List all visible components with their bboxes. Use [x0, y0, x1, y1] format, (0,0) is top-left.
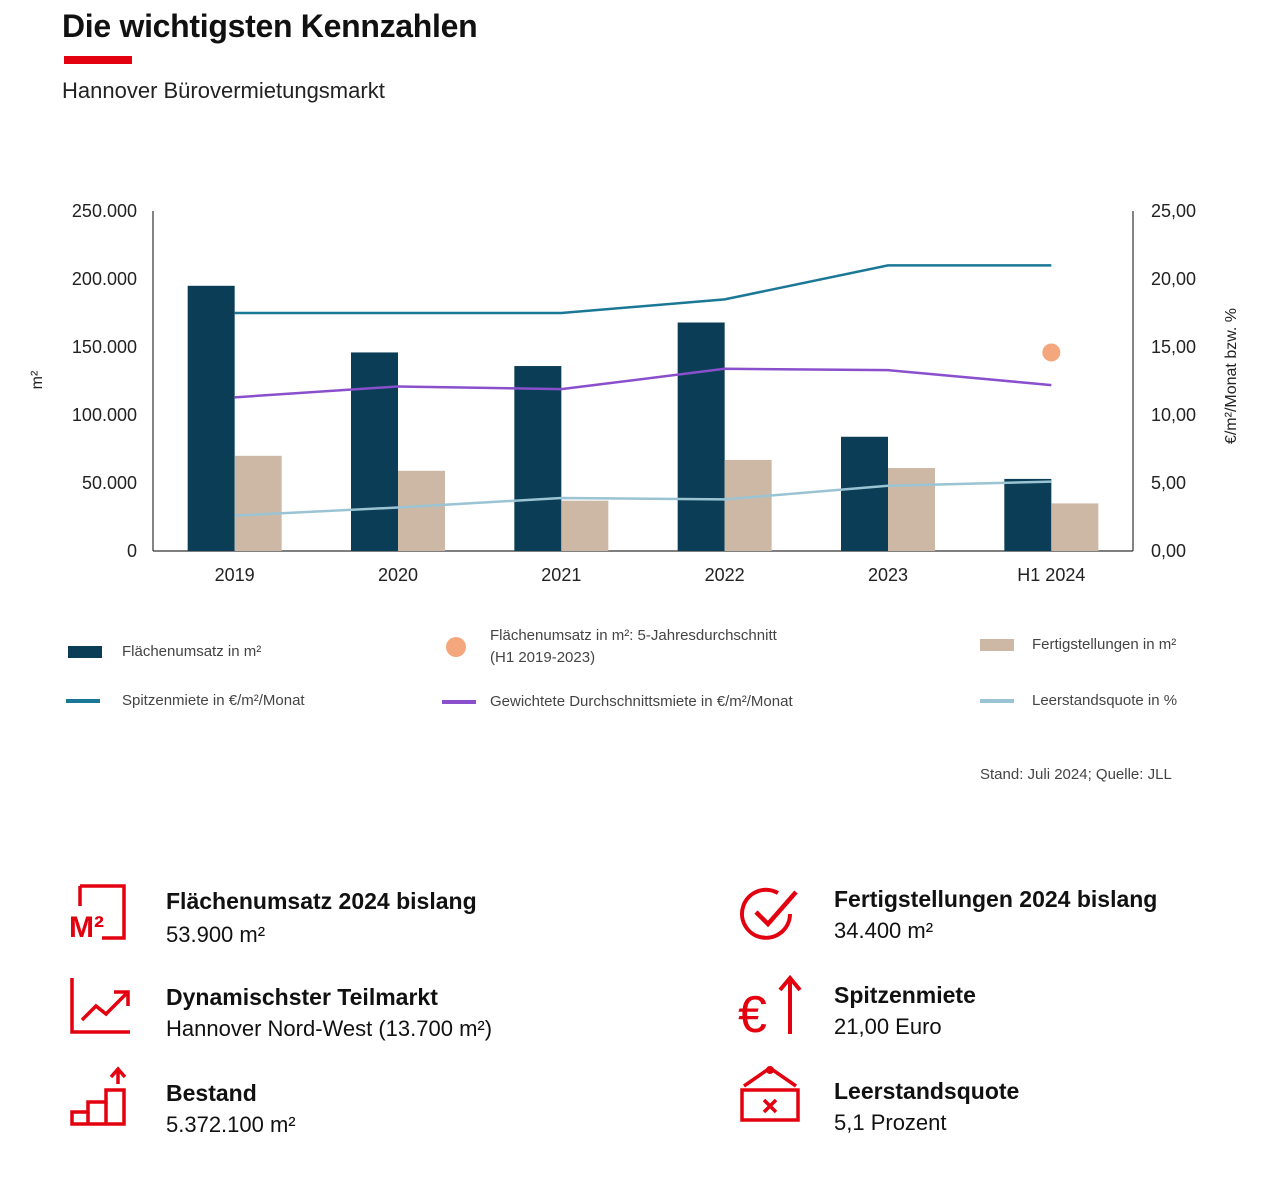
bar-fertigstellungen	[724, 459, 772, 551]
kpi-label-fertigstellungen: Fertigstellungen 2024 bislang	[834, 886, 1158, 912]
check-circle-icon	[740, 887, 798, 940]
svg-text:€: €	[738, 986, 767, 1038]
legend-swatch-leerstand	[980, 699, 1014, 703]
legend-label-durchschnittsmiete: Gewichtete Durchschnittsmiete in €/m²/Mo…	[490, 693, 793, 710]
y-left-tick-label: 50.000	[82, 473, 137, 493]
bar-flaechenumsatz	[1004, 478, 1052, 551]
bar-flaechenumsatz	[841, 436, 888, 551]
y-right-tick-label: 10,00	[1151, 405, 1196, 425]
bar-fertigstellungen	[1051, 503, 1099, 551]
kpi-label-flaechenumsatz: Flächenumsatz 2024 bislang	[166, 888, 477, 914]
page-title: Die wichtigsten Kennzahlen	[62, 8, 478, 44]
x-tick-label: H1 2024	[1017, 565, 1085, 585]
legend-label-durchschnitt-period: (H1 2019-2023)	[490, 649, 596, 666]
legend-item-spitzenmiete: Spitzenmiete in €/m²/Monat	[66, 690, 305, 712]
kpi-value-bestand: 5.372.100 m²	[166, 1112, 296, 1137]
legend-item-flaechenumsatz: Flächenumsatz in m²	[68, 641, 261, 663]
x-tick-label: 2019	[215, 565, 255, 585]
line-durchschnittsmiete	[234, 367, 1052, 399]
stairs-up-icon	[70, 1066, 127, 1126]
page-subtitle: Hannover Bürovermietungsmarkt	[62, 78, 385, 103]
legend-item-leerstand: Leerstandsquote in %	[980, 690, 1177, 712]
y-left-tick-label: 100.000	[72, 405, 137, 425]
y-right-tick-label: 5,00	[1151, 473, 1186, 493]
point-durchschnitt	[1042, 343, 1061, 362]
legend-item-durchschnitt: Flächenumsatz in m²: 5-Jahresdurchschnit…	[446, 625, 777, 669]
y-left-tick-label: 250.000	[72, 201, 137, 221]
m2-square-icon: M²	[69, 884, 126, 944]
kpi-value-leerstand: 5,1 Prozent	[834, 1110, 947, 1135]
y-right-tick-label: 0,00	[1151, 541, 1186, 561]
combo-chart: 0 50.000 100.000 150.000 200.000 250.000 0,00 5…	[29, 201, 1240, 585]
kpi-label-spitzenmiete: Spitzenmiete	[834, 982, 976, 1008]
y-right-tick-label: 15,00	[1151, 337, 1196, 357]
kpi-label-teilmarkt: Dynamischster Teilmarkt	[166, 984, 438, 1010]
bar-fertigstellungen	[234, 455, 282, 551]
x-tick-label: 2022	[705, 565, 745, 585]
kpi-value-fertigstellungen: 34.400 m²	[834, 918, 934, 943]
x-tick-label: 2020	[378, 565, 418, 585]
x-tick-label: 2021	[541, 565, 581, 585]
y-right-tick-label: 25,00	[1151, 201, 1196, 221]
y-left-tick-label: 0	[127, 541, 137, 561]
svg-text:M²: M²	[69, 911, 104, 944]
kpi-label-leerstand: Leerstandsquote	[834, 1078, 1020, 1104]
legend-label-fertigstellungen: Fertigstellungen in m²	[1032, 636, 1177, 653]
bar-flaechenumsatz	[187, 285, 235, 551]
line-leerstandsquote	[234, 480, 1052, 517]
vacant-sign-icon	[740, 1065, 800, 1122]
kpi-value-spitzenmiete: 21,00 Euro	[834, 1014, 942, 1039]
kpi-value-teilmarkt: Hannover Nord-West (13.700 m²)	[166, 1016, 493, 1041]
bar-flaechenumsatz	[351, 352, 398, 551]
y-right-tick-label: 20,00	[1151, 269, 1196, 289]
y-left-tick-label: 200.000	[72, 269, 137, 289]
title-accent-bar	[64, 56, 132, 64]
legend-swatch-flaechenumsatz	[68, 646, 102, 658]
line-spitzenmiete	[234, 264, 1052, 315]
legend-label-durchschnitt: Flächenumsatz in m²: 5-Jahresdurchschnit…	[490, 627, 777, 644]
source-note: Stand: Juli 2024; Quelle: JLL	[980, 766, 1172, 783]
legend-swatch-durchschnitt	[446, 637, 466, 657]
y-left-axis-title: m²	[29, 370, 46, 389]
kpi-label-bestand: Bestand	[166, 1080, 257, 1106]
bar-fertigstellungen	[561, 500, 609, 551]
legend-swatch-fertigstellungen	[980, 639, 1014, 651]
legend-label-leerstand: Leerstandsquote in %	[1032, 692, 1178, 709]
kpi-value-flaechenumsatz: 53.900 m²	[166, 922, 266, 947]
legend-label-flaechenumsatz: Flächenumsatz in m²	[122, 643, 262, 660]
trend-up-icon	[70, 978, 130, 1034]
legend-item-durchschnittsmiete: Gewichtete Durchschnittsmiete in €/m²/Mo…	[442, 691, 793, 713]
y-right-axis-title: €/m²/Monat bzw. %	[1223, 308, 1240, 444]
euro-up-icon: €	[738, 974, 802, 1038]
bar-fertigstellungen	[398, 470, 445, 551]
legend-swatch-durchschnittsmiete	[442, 700, 476, 704]
legend-item-fertigstellungen: Fertigstellungen in m²	[980, 634, 1176, 656]
bar-fertigstellungen	[888, 468, 935, 551]
bar-flaechenumsatz	[677, 322, 725, 551]
legend-swatch-spitzenmiete	[66, 699, 100, 703]
bar-flaechenumsatz	[514, 366, 562, 551]
legend-label-spitzenmiete: Spitzenmiete in €/m²/Monat	[122, 692, 305, 709]
y-left-tick-label: 150.000	[72, 337, 137, 357]
x-tick-label: 2023	[868, 565, 908, 585]
